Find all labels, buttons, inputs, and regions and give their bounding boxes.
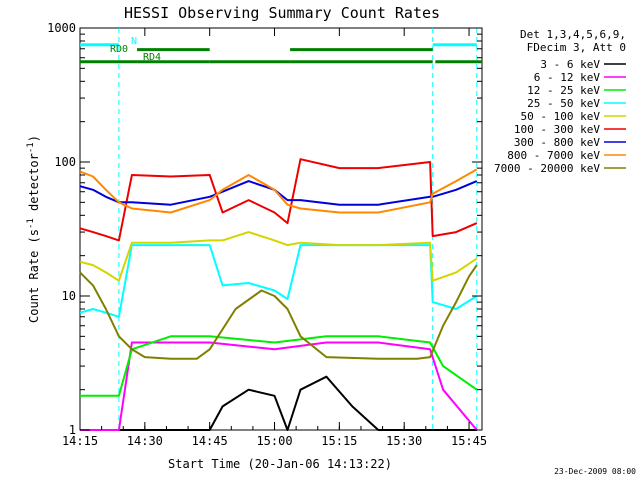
legend-label: 12 - 25 keV [527,84,600,97]
legend-label: 800 - 7000 keV [507,149,600,162]
flag-label-n: N [131,36,137,47]
legend-label: 300 - 800 keV [514,136,600,149]
flag-label-rd0: RD0 [110,44,128,55]
series-line-7 [79,168,478,214]
legend: Det 1,3,4,5,6,9, FDecim 3, Att 0 3 - 6 k… [494,28,626,175]
legend-header-line-1: Det 1,3,4,5,6,9, [520,28,626,41]
legend-label: 25 - 50 keV [527,97,600,110]
x-tick-label: 15:00 [256,434,292,448]
y-axis-label-main: Count Rate (s [27,229,41,323]
y-axis-ticks: 1 10 100 1000 [47,21,482,437]
flag-label-rd4: RD4 [143,52,161,63]
y-axis-label-sup2: -1 [26,142,36,153]
series-line-4 [79,231,478,282]
x-tick-label: 15:45 [451,434,487,448]
legend-label: 50 - 100 keV [521,110,601,123]
y-axis-label: Count Rate (s-1 detector-1) [26,135,41,323]
legend-label: 6 - 12 keV [534,71,601,84]
x-tick-label: 14:15 [62,434,98,448]
series-line-5 [79,158,478,242]
y-tick-label: 1000 [47,21,76,35]
series-line-2 [80,335,478,397]
x-axis-label: Start Time (20-Jan-06 14:13:22) [168,457,392,471]
legend-label: 100 - 300 keV [514,123,600,136]
series-line-0 [80,375,477,431]
y-tick-label: 100 [54,155,76,169]
x-tick-label: 14:45 [192,434,228,448]
chart-title: HESSI Observing Summary Count Rates [124,4,440,22]
series-line-3 [79,244,478,318]
y-axis-label-sup1: -1 [26,218,36,229]
series-line-8 [79,264,478,360]
attenuator-flags [80,43,482,64]
x-tick-label: 14:30 [127,434,163,448]
night-boundary-lines [118,28,478,430]
plot-frame [79,27,483,431]
legend-label: 3 - 6 keV [540,58,600,71]
y-axis-label-mid: detector [27,153,41,218]
y-axis-label-end: ) [27,135,41,142]
x-axis-ticks: 14:15 14:30 14:45 15:00 15:15 15:30 15:45 [62,28,487,448]
series-line-1 [80,341,478,431]
series-lines [79,158,478,431]
x-tick-label: 15:30 [386,434,422,448]
y-tick-label: 10 [62,289,76,303]
timestamp: 23-Dec-2009 08:00 [554,467,636,476]
legend-header-line-2: FDecim 3, Att 0 [527,41,626,54]
legend-label: 7000 - 20000 keV [494,162,600,175]
y-tick-label: 1 [69,423,76,437]
x-tick-label: 15:15 [321,434,357,448]
